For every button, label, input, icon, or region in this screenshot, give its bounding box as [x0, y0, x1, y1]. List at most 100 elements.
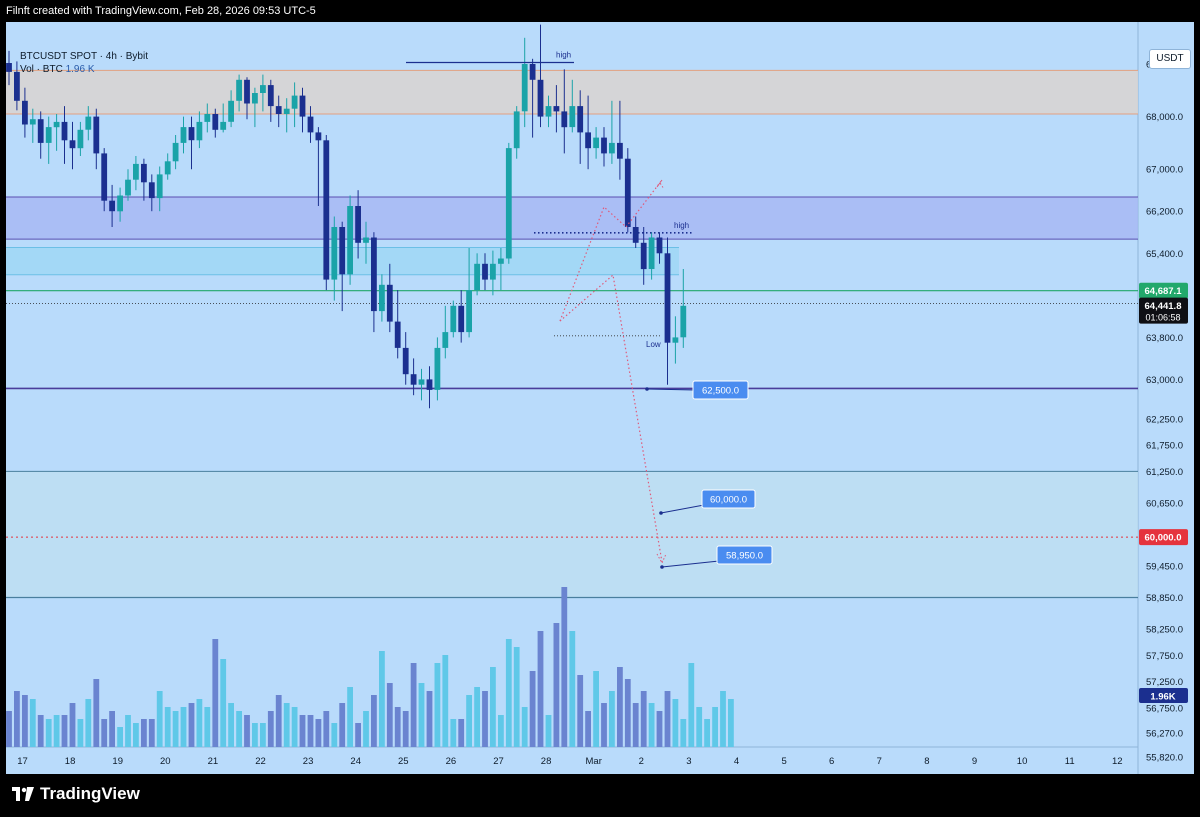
volume-bar	[696, 707, 703, 747]
target-label-box	[701, 489, 756, 509]
volume-bar	[688, 663, 695, 747]
price-tag-label: 1.96K	[1150, 692, 1175, 703]
volume-bar	[450, 719, 457, 747]
y-tick-label: 61,750.0	[1146, 441, 1183, 452]
x-tick-label: 10	[1017, 756, 1028, 767]
candle-body	[513, 111, 520, 149]
candle-body	[196, 121, 203, 141]
candle-body	[339, 227, 346, 275]
candle-body	[569, 106, 576, 128]
volume-bar	[561, 587, 568, 747]
candle-body	[632, 227, 639, 243]
candle-body	[299, 95, 306, 117]
candle-body	[418, 379, 425, 385]
volume-bar	[260, 723, 266, 747]
volume-bar	[624, 679, 631, 747]
volume-bar	[704, 719, 710, 747]
volume-bar	[355, 723, 361, 747]
x-tick-label: 17	[17, 756, 28, 767]
swing-high-label: high	[556, 51, 571, 60]
candle-body	[61, 121, 68, 141]
candle-body	[156, 174, 163, 199]
volume-bar	[228, 703, 234, 747]
volume-bar	[299, 715, 306, 747]
x-tick-label: 24	[350, 756, 361, 767]
candle-body	[402, 347, 409, 375]
y-tick-label: 57,750.0	[1146, 651, 1183, 662]
x-tick-label: 11	[1065, 756, 1075, 767]
volume-legend: Vol · BTC 1.96 K	[20, 63, 148, 76]
x-tick-label: 4	[734, 756, 739, 767]
y-tick-label: 58,850.0	[1146, 593, 1183, 604]
volume-bar	[426, 691, 433, 747]
candle-body	[29, 119, 36, 125]
volume-bar	[125, 715, 131, 747]
candle-body	[93, 116, 100, 154]
y-tick-label: 57,250.0	[1146, 677, 1183, 688]
volume-bar	[474, 687, 480, 747]
volume-bar	[331, 723, 338, 747]
y-tick-label: 61,250.0	[1146, 467, 1183, 478]
volume-bar	[585, 711, 591, 747]
candle-body	[617, 142, 623, 159]
currency-button[interactable]: USDT	[1149, 49, 1191, 69]
target-anchor-dot	[660, 565, 664, 569]
candle-body	[212, 114, 219, 130]
candle-body	[672, 337, 679, 343]
watermark-bar: Filnft created with TradingView.com, Feb…	[0, 0, 1200, 22]
candle-body	[458, 305, 465, 333]
x-tick-label: 23	[303, 756, 314, 767]
price-tag-label: 64,687.1	[1145, 286, 1183, 297]
x-tick-label: 19	[112, 756, 123, 767]
x-tick-label: 5	[781, 756, 786, 767]
volume-bar	[212, 639, 219, 747]
volume-bar	[577, 675, 584, 747]
volume-bar	[410, 663, 417, 747]
volume-bar	[172, 711, 179, 747]
x-tick-label: 28	[541, 756, 552, 767]
candle-body	[188, 127, 195, 141]
volume-bar	[117, 727, 123, 747]
price-tag-dark	[1139, 297, 1188, 324]
volume-bar	[61, 715, 68, 747]
volume-bar	[291, 707, 298, 747]
volume-bar	[133, 723, 139, 747]
volume-value: 1.96 K	[65, 64, 95, 75]
y-tick-label: 60,650.0	[1146, 498, 1183, 509]
y-tick-label: 65,400.0	[1146, 249, 1183, 260]
candlestick-chart[interactable]: highhighLow62,500.060,000.058,950.069,00…	[6, 22, 1194, 774]
local-low-label: Low	[646, 340, 661, 349]
candle-body	[109, 200, 115, 212]
watermark-text: Filnft created with TradingView.com, Feb…	[6, 5, 316, 17]
volume-bar	[283, 703, 290, 747]
tradingview-logo-text: TradingView	[40, 784, 140, 803]
volume-bar	[640, 691, 647, 747]
target-label: 60,000.0	[710, 495, 747, 506]
candle-body	[323, 140, 330, 280]
volume-bar	[323, 711, 330, 747]
candle-body	[521, 64, 528, 112]
candle-body	[656, 237, 663, 254]
candle-body	[117, 195, 123, 212]
x-tick-label: 12	[1112, 756, 1123, 767]
candle-body	[252, 93, 258, 104]
volume-bar	[498, 715, 504, 747]
candle-body	[164, 161, 171, 175]
candle-body	[101, 153, 108, 201]
volume-bar	[466, 695, 472, 747]
y-tick-label: 55,820.0	[1146, 752, 1183, 763]
x-tick-label: 20	[160, 756, 171, 767]
tradingview-logo[interactable]: TradingView	[12, 784, 140, 804]
x-tick-label: 21	[208, 756, 219, 767]
x-tick-label: 22	[255, 756, 266, 767]
candle-body	[553, 106, 560, 112]
volume-bar	[220, 659, 227, 747]
volume-bar	[632, 703, 639, 747]
candle-body	[450, 305, 457, 333]
volume-bar	[394, 707, 401, 747]
chart-panel[interactable]: highhighLow62,500.060,000.058,950.069,00…	[6, 22, 1194, 774]
candle-body	[545, 106, 552, 117]
volume-bar	[521, 707, 528, 747]
projection-path-down	[559, 273, 663, 563]
x-tick-label: 8	[924, 756, 929, 767]
